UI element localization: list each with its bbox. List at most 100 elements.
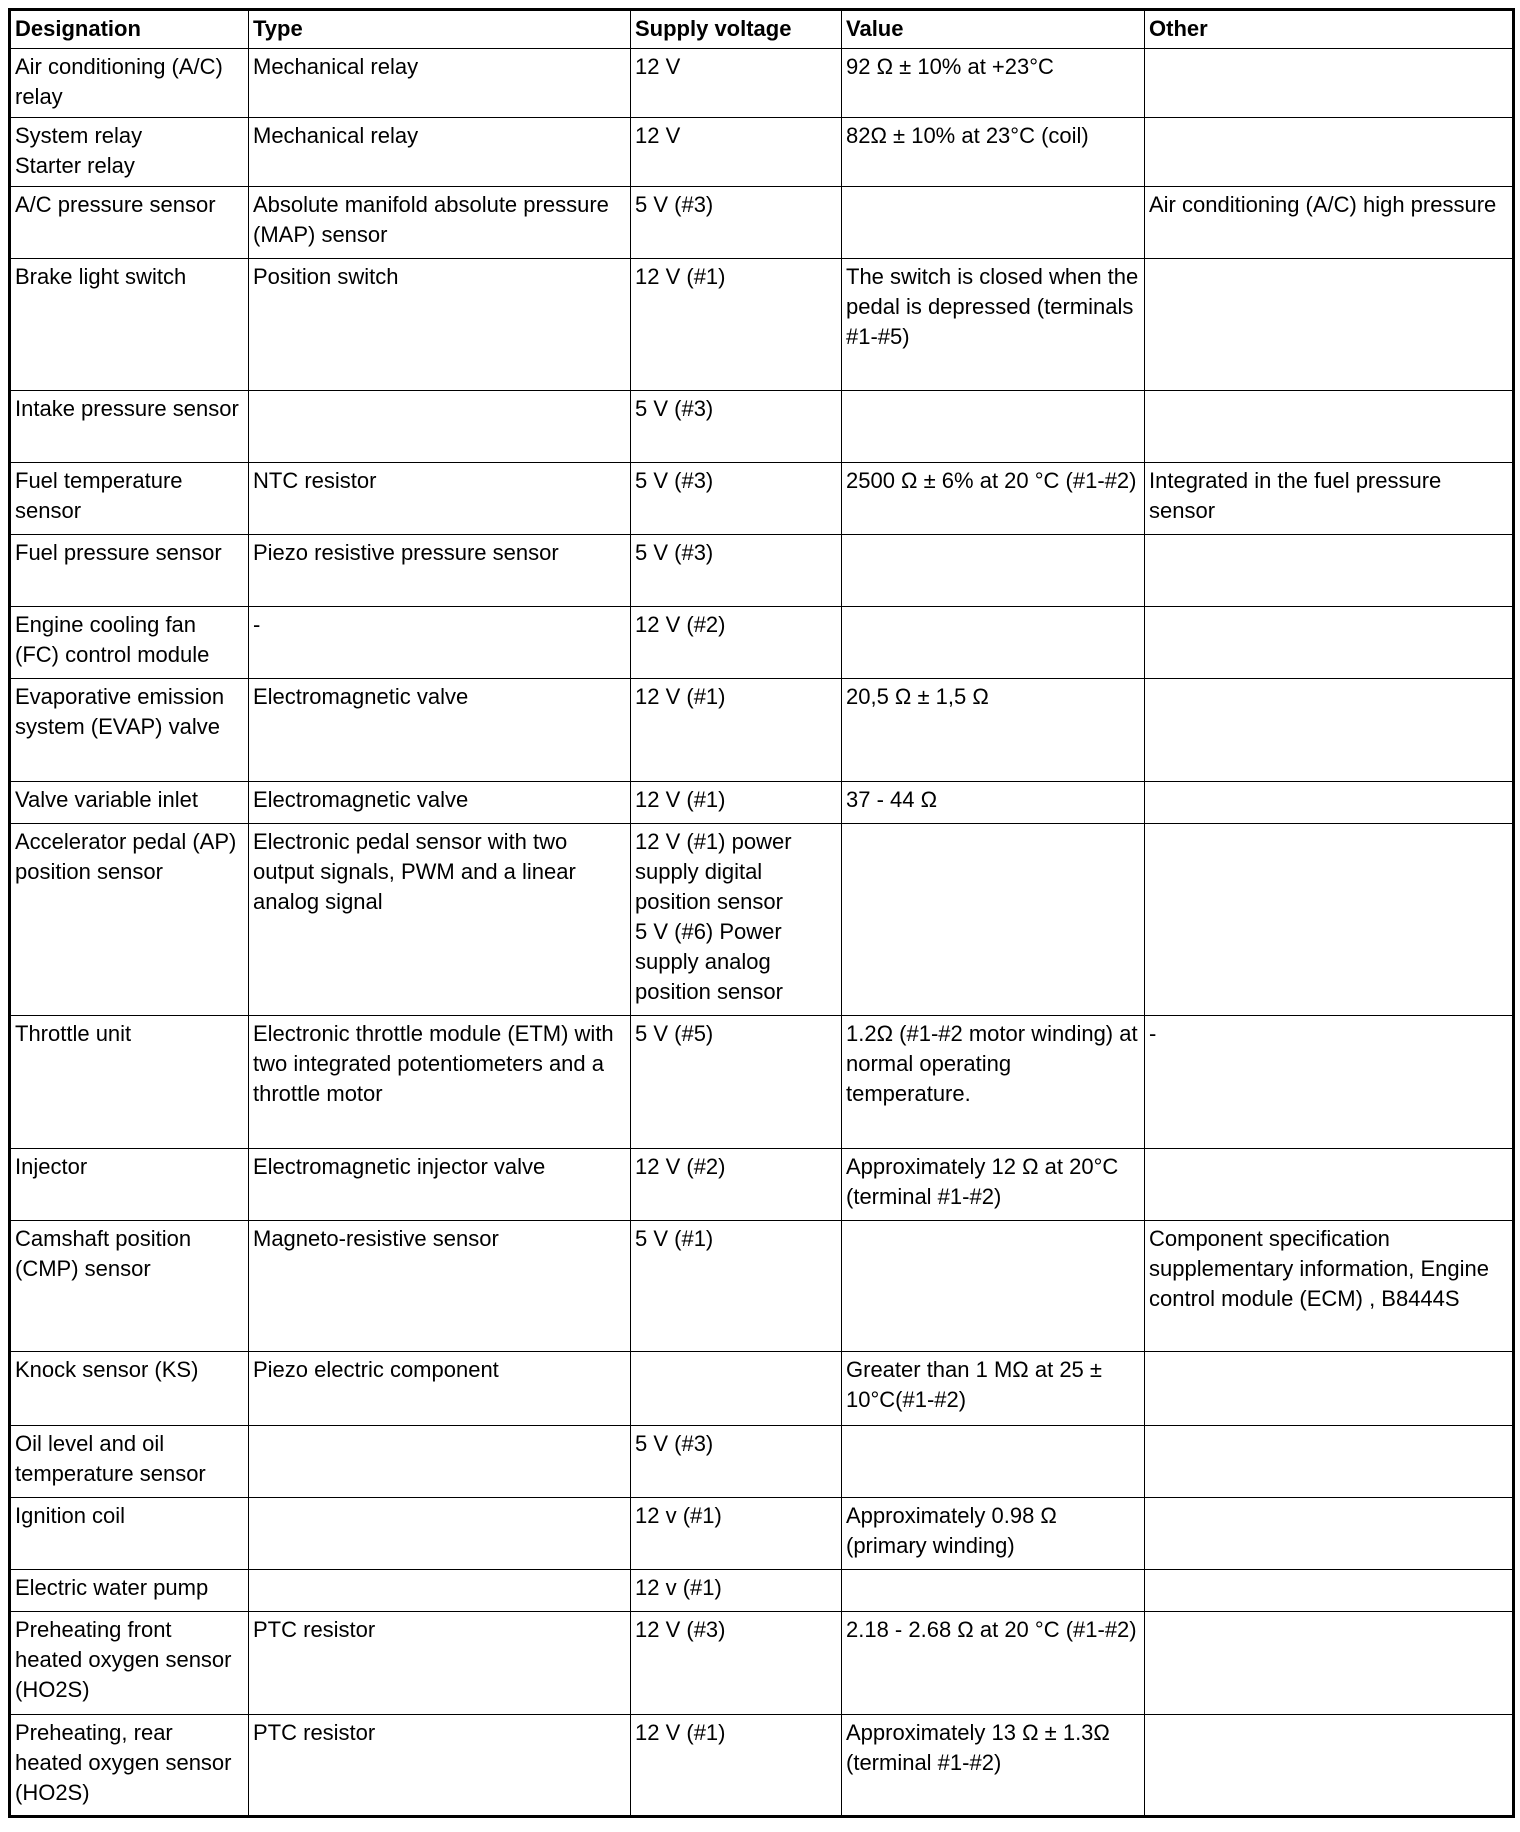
cell-other — [1144, 390, 1514, 463]
cell-designation: Evaporative emission system (EVAP) valve — [9, 678, 249, 782]
table-row: Fuel pressure sensor Piezo resistive pres… — [9, 534, 1514, 607]
cell-other — [1144, 678, 1514, 782]
cell-designation: System relay Starter relay — [9, 117, 249, 187]
cell-designation: Air conditioning (A/C) relay — [9, 48, 249, 118]
cell-type: Piezo resistive pressure sensor — [248, 534, 631, 607]
cell-type — [248, 1497, 631, 1570]
cell-type: NTC resistor — [248, 462, 631, 535]
cell-value — [841, 186, 1145, 259]
cell-other — [1144, 1351, 1514, 1426]
table-row: Camshaft position (CMP) sensor Magneto-re… — [9, 1220, 1514, 1352]
cell-designation: Engine cooling fan (FC) control module — [9, 606, 249, 679]
cell-supply-voltage: 5 V (#3) — [630, 390, 842, 463]
cell-other — [1144, 1611, 1514, 1715]
cell-type: PTC resistor — [248, 1611, 631, 1715]
cell-designation: Accelerator pedal (AP) position sensor — [9, 823, 249, 1016]
table-row: Preheating, rear heated oxygen sensor (H… — [9, 1714, 1514, 1817]
cell-designation: Knock sensor (KS) — [9, 1351, 249, 1426]
cell-designation: Camshaft position (CMP) sensor — [9, 1220, 249, 1352]
table-row: Evaporative emission system (EVAP) valve… — [9, 678, 1514, 782]
header-value: Value — [841, 9, 1145, 49]
cell-value — [841, 606, 1145, 679]
cell-value: 82Ω ± 10% at 23°C (coil) — [841, 117, 1145, 187]
cell-designation: A/C pressure sensor — [9, 186, 249, 259]
cell-value — [841, 823, 1145, 1016]
cell-supply-voltage: 12 V (#1) — [630, 781, 842, 824]
table-row: Electric water pump 12 v (#1) — [9, 1569, 1514, 1612]
cell-type: Electronic pedal sensor with two output … — [248, 823, 631, 1016]
cell-other — [1144, 1714, 1514, 1817]
table-row: Knock sensor (KS) Piezo electric componen… — [9, 1351, 1514, 1426]
cell-value: Approximately 13 Ω ± 1.3Ω (terminal #1-#… — [841, 1714, 1145, 1817]
header-supply-voltage: Supply voltage — [630, 9, 842, 49]
cell-supply-voltage: 5 V (#3) — [630, 1425, 842, 1498]
cell-designation: Brake light switch — [9, 258, 249, 391]
cell-value: 20,5 Ω ± 1,5 Ω — [841, 678, 1145, 782]
cell-type — [248, 1569, 631, 1612]
table-row: Brake light switch Position switch 12 V (#… — [9, 258, 1514, 391]
cell-supply-voltage: 12 v (#1) — [630, 1569, 842, 1612]
cell-supply-voltage: 12 V — [630, 117, 842, 187]
cell-designation: Fuel pressure sensor — [9, 534, 249, 607]
cell-other — [1144, 1425, 1514, 1498]
table-row: Engine cooling fan (FC) control module -1… — [9, 606, 1514, 679]
cell-other — [1144, 48, 1514, 118]
table-row: Oil level and oil temperature sensor 5 V … — [9, 1425, 1514, 1498]
table-row: Valve variable inlet Electromagnetic valv… — [9, 781, 1514, 824]
cell-value — [841, 534, 1145, 607]
cell-value: 2.18 - 2.68 Ω at 20 °C (#1-#2) — [841, 1611, 1145, 1715]
cell-supply-voltage: 12 V (#3) — [630, 1611, 842, 1715]
cell-other — [1144, 258, 1514, 391]
cell-designation: Intake pressure sensor — [9, 390, 249, 463]
cell-supply-voltage: 12 V (#2) — [630, 1148, 842, 1221]
cell-type: Position switch — [248, 258, 631, 391]
cell-other: Air conditioning (A/C) high pressure — [1144, 186, 1514, 259]
cell-other — [1144, 781, 1514, 824]
cell-supply-voltage: 12 V (#1) — [630, 258, 842, 391]
cell-type: Mechanical relay — [248, 117, 631, 187]
cell-other — [1144, 606, 1514, 679]
table-row: Intake pressure sensor 5 V (#3) — [9, 390, 1514, 463]
cell-type: Absolute manifold absolute pressure (MAP… — [248, 186, 631, 259]
cell-type — [248, 390, 631, 463]
header-row: Designation Type Supply voltage Value Ot… — [9, 9, 1514, 49]
cell-other: Integrated in the fuel pressure sensor — [1144, 462, 1514, 535]
header-type: Type — [248, 9, 631, 49]
cell-value — [841, 1425, 1145, 1498]
cell-supply-voltage: 5 V (#1) — [630, 1220, 842, 1352]
component-specification-table: Designation Type Supply voltage Value Ot… — [8, 8, 1515, 1818]
cell-type: PTC resistor — [248, 1714, 631, 1817]
cell-other — [1144, 823, 1514, 1016]
cell-type: Electromagnetic valve — [248, 781, 631, 824]
cell-type — [248, 1425, 631, 1498]
cell-value: 1.2Ω (#1-#2 motor winding) at normal ope… — [841, 1015, 1145, 1149]
cell-type: - — [248, 606, 631, 679]
cell-other — [1144, 1148, 1514, 1221]
cell-designation: Fuel temperature sensor — [9, 462, 249, 535]
cell-designation: Oil level and oil temperature sensor — [9, 1425, 249, 1498]
cell-value: 37 - 44 Ω — [841, 781, 1145, 824]
cell-supply-voltage: 5 V (#3) — [630, 462, 842, 535]
table-row: A/C pressure sensor Absolute manifold abs… — [9, 186, 1514, 259]
cell-value: The switch is closed when the pedal is d… — [841, 258, 1145, 391]
table-row: Accelerator pedal (AP) position sensor El… — [9, 823, 1514, 1016]
cell-designation: Preheating, rear heated oxygen sensor (H… — [9, 1714, 249, 1817]
cell-supply-voltage: 12 V (#1) — [630, 1714, 842, 1817]
cell-type: Electromagnetic valve — [248, 678, 631, 782]
table-row: Ignition coil 12 v (#1) Approximately 0.98… — [9, 1497, 1514, 1570]
cell-supply-voltage: 12 V — [630, 48, 842, 118]
cell-supply-voltage: 5 V (#3) — [630, 534, 842, 607]
cell-type: Piezo electric component — [248, 1351, 631, 1426]
cell-type: Electronic throttle module (ETM) with tw… — [248, 1015, 631, 1149]
cell-designation: Injector — [9, 1148, 249, 1221]
cell-other: - — [1144, 1015, 1514, 1149]
header-designation: Designation — [9, 9, 249, 49]
cell-supply-voltage: 5 V (#5) — [630, 1015, 842, 1149]
cell-value: Approximately 0.98 Ω (primary winding) — [841, 1497, 1145, 1570]
table-row: Preheating front heated oxygen sensor (H… — [9, 1611, 1514, 1715]
cell-designation: Electric water pump — [9, 1569, 249, 1612]
cell-other: Component specification supplementary in… — [1144, 1220, 1514, 1352]
cell-supply-voltage: 12 v (#1) — [630, 1497, 842, 1570]
cell-other — [1144, 1569, 1514, 1612]
cell-value — [841, 1220, 1145, 1352]
